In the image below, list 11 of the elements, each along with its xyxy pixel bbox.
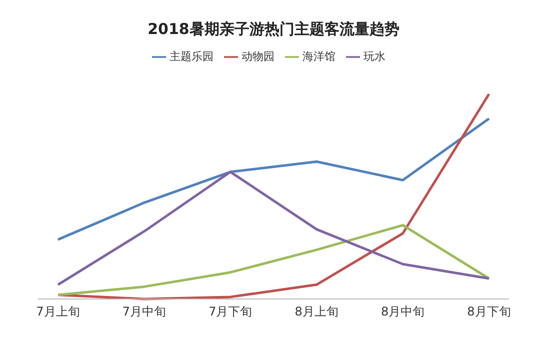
legend-label: 动物园 <box>242 50 274 63</box>
legend-label: 海洋馆 <box>302 50 336 63</box>
x-tick-label: 7月中旬 <box>122 304 166 319</box>
x-tick-label: 8月下旬 <box>467 304 511 319</box>
legend-label: 主题乐园 <box>170 50 214 63</box>
x-tick-label: 7月上旬 <box>36 304 80 319</box>
legend-label: 玩水 <box>364 50 386 63</box>
x-tick-label: 8月上旬 <box>294 304 338 319</box>
x-tick-label: 8月中旬 <box>380 304 425 319</box>
chart-title: 2018暑期亲子游热门主题客流量趋势 <box>146 20 400 39</box>
x-tick-label: 7月下旬 <box>208 304 252 319</box>
